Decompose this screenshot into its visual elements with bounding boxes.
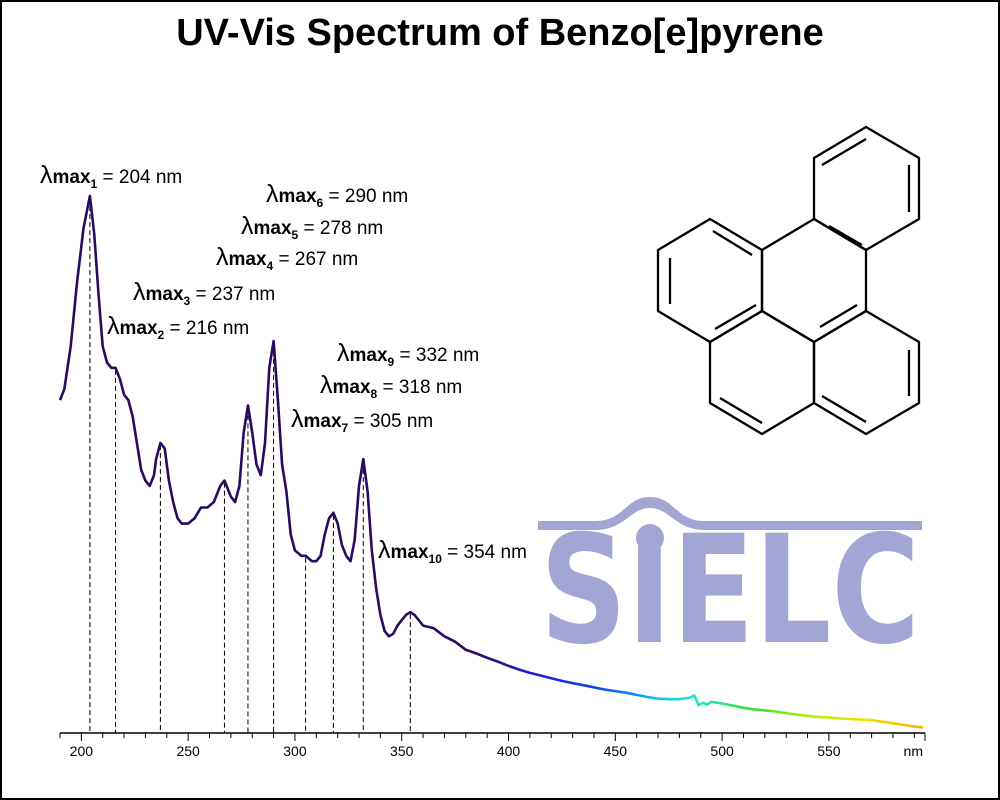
benzo-e-pyrene-structure-icon — [656, 125, 921, 436]
sielc-logo-dot — [636, 524, 664, 552]
peak-label-10: λmax10 = 354 nm — [378, 536, 527, 566]
peak-label-7: λmax7 = 305 nm — [291, 405, 433, 435]
x-tick-label: 250 — [176, 743, 200, 759]
peak-label-9: λmax9 = 332 nm — [337, 339, 479, 369]
peak-labels: λmax1 = 204 nm λmax2 = 216 nm λmax3 = 237 … — [40, 161, 527, 566]
x-axis: 200 250 300 350 400 450 500 550 nm — [59, 732, 926, 759]
sielc-logo: SIELC — [538, 497, 922, 678]
x-tick-label: 450 — [604, 743, 628, 759]
x-tick-label: 200 — [70, 743, 94, 759]
peak-label-3: λmax3 = 237 nm — [133, 278, 275, 308]
sielc-logo-band — [538, 497, 922, 530]
peak-label-6: λmax6 = 290 nm — [266, 180, 408, 210]
x-tick-label: 400 — [497, 743, 521, 759]
x-tick-label: 300 — [283, 743, 307, 759]
x-tick-label: 550 — [817, 743, 841, 759]
peak-label-2: λmax2 = 216 nm — [107, 312, 249, 342]
x-axis-unit-label: nm — [904, 743, 923, 759]
sielc-logo-text: SIELC — [540, 504, 920, 678]
peak-markers — [89, 198, 411, 733]
peak-label-4: λmax4 = 267 nm — [216, 243, 358, 273]
spectrum — [58, 194, 924, 729]
spectrum-line — [58, 194, 924, 729]
x-tick-label: 350 — [390, 743, 414, 759]
x-tick-label: 500 — [710, 743, 734, 759]
chart-title: UV-Vis Spectrum of Benzo[e]pyrene — [176, 12, 824, 54]
peak-label-8: λmax8 = 318 nm — [320, 371, 462, 401]
peak-label-1: λmax1 = 204 nm — [40, 161, 182, 191]
peak-label-5: λmax5 = 278 nm — [241, 212, 383, 242]
